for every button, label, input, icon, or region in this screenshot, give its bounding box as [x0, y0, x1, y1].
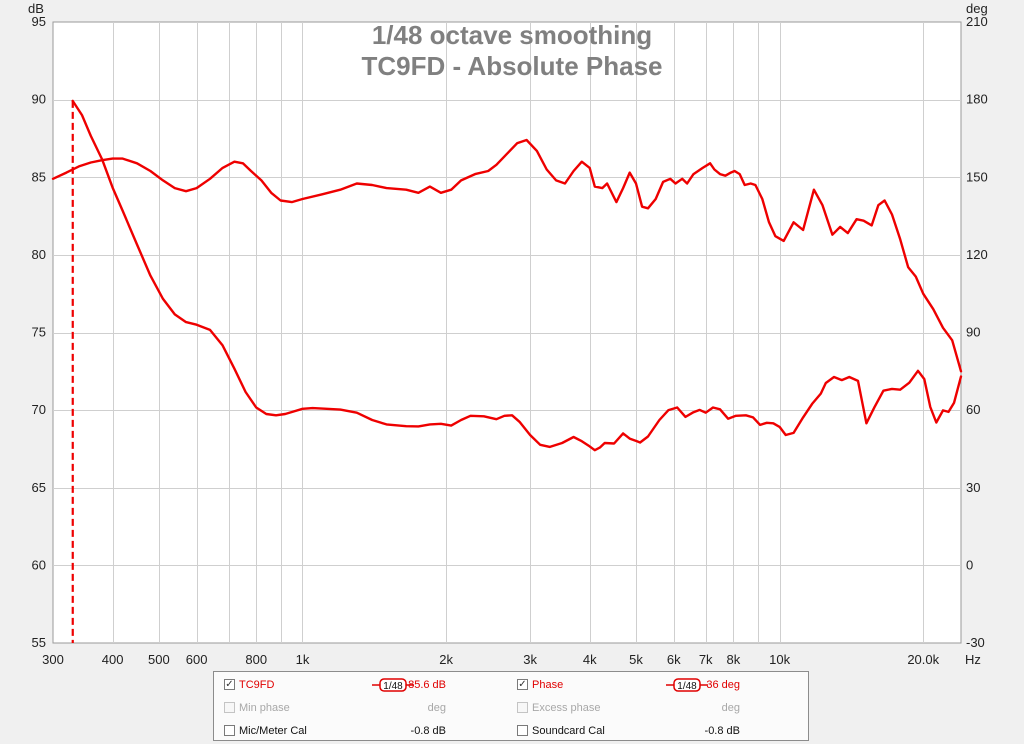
x-tick-label: 20.0k — [907, 652, 939, 667]
x-tick-label: 500 — [148, 652, 170, 667]
legend-value: -0.8 dB — [410, 725, 446, 737]
y-right-tick-label: 120 — [966, 247, 988, 262]
legend-label: Soundcard Cal — [532, 725, 605, 737]
legend-checkbox[interactable]: ✓ — [224, 679, 235, 690]
legend-row: Min phase deg Excess phase deg — [214, 699, 808, 719]
y-right-tick-label: -30 — [966, 635, 985, 650]
legend-value: 85.6 dB — [408, 679, 446, 691]
legend-value: deg — [427, 702, 446, 714]
legend-checkbox[interactable]: ✓ — [517, 679, 528, 690]
legend-label: TC9FD — [239, 679, 275, 691]
x-tick-label: 6k — [667, 652, 681, 667]
grid — [53, 22, 961, 643]
y-right-tick-label: 180 — [966, 92, 988, 107]
legend-checkbox[interactable] — [517, 702, 528, 713]
smoothing-icon[interactable]: 1/48 — [666, 678, 708, 692]
legend-checkbox[interactable] — [517, 725, 528, 736]
y-left-tick-label: 70 — [32, 402, 46, 417]
legend-checkbox[interactable] — [224, 702, 235, 713]
x-axis-ticks: 300 400 500 600 800 1k 2k 3k 4k 5k 6k 7k 8k 10k 20.0k — [42, 652, 939, 667]
x-tick-label: 400 — [102, 652, 124, 667]
plot-area — [52, 21, 962, 644]
frequency-response-chart: 300 400 500 600 800 1k 2k 3k 4k 5k 6k 7k 8k 10k 20.0k … — [28, 1, 988, 667]
y-left-tick-label: 55 — [32, 635, 46, 650]
y-left-tick-label: 65 — [32, 480, 46, 495]
legend-value: deg — [721, 702, 740, 714]
chart-title-line-2: TC9FD - Absolute Phase — [362, 51, 663, 81]
y-left-tick-label: 95 — [32, 14, 46, 29]
smoothing-label: 1/48 — [677, 681, 697, 692]
legend-value: -0.8 dB — [704, 725, 740, 737]
series-group — [51, 99, 963, 643]
x-tick-label: 7k — [699, 652, 713, 667]
chart-title-line-1: 1/48 octave smoothing — [372, 20, 652, 50]
legend-label: Mic/Meter Cal — [239, 725, 307, 737]
legend-panel: ✓ TC9FD 1/48 85.6 dB ✓ Phase 1/48 36 deg Min pha… — [213, 671, 809, 741]
x-tick-label: 10k — [769, 652, 790, 667]
y-left-tick-label: 75 — [32, 325, 46, 340]
legend-row: ✓ TC9FD 1/48 85.6 dB ✓ Phase 1/48 36 deg — [214, 676, 808, 696]
smoothing-label: 1/48 — [383, 681, 403, 692]
x-tick-label: 5k — [629, 652, 643, 667]
y-right-tick-label: 60 — [966, 402, 980, 417]
y-right-tick-label: 150 — [966, 169, 988, 184]
y-left-tick-label: 90 — [32, 92, 46, 107]
x-axis-unit: Hz — [965, 652, 981, 667]
smoothing-icon[interactable]: 1/48 — [372, 678, 414, 692]
y-left-tick-label: 85 — [32, 169, 46, 184]
x-tick-label: 1k — [296, 652, 310, 667]
legend-checkbox[interactable] — [224, 725, 235, 736]
y-right-tick-label: 0 — [966, 557, 973, 572]
series-line-tc9fd — [51, 138, 963, 373]
y-right-tick-label: 30 — [966, 480, 980, 495]
x-tick-label: 600 — [186, 652, 208, 667]
x-tick-label: 8k — [726, 652, 740, 667]
legend-label: Phase — [532, 679, 564, 691]
y-right-axis-ticks: 210 180 150 120 90 60 30 0 -30 — [966, 14, 988, 650]
legend-value: 36 deg — [706, 679, 740, 691]
x-tick-label: 800 — [245, 652, 267, 667]
legend-label: Excess phase — [532, 702, 601, 714]
y-right-tick-label: 210 — [966, 14, 988, 29]
legend-row: Mic/Meter Cal -0.8 dB Soundcard Cal -0.8 dB — [214, 722, 808, 742]
legend-label: Min phase — [239, 702, 290, 714]
x-tick-label: 4k — [583, 652, 597, 667]
x-tick-label: 3k — [523, 652, 537, 667]
y-left-tick-label: 80 — [32, 247, 46, 262]
series-line-phase — [71, 99, 963, 452]
y-left-unit: dB — [28, 1, 44, 16]
x-tick-label: 300 — [42, 652, 64, 667]
y-right-tick-label: 90 — [966, 325, 980, 340]
y-right-unit: deg — [966, 1, 988, 16]
y-left-axis-ticks: 95 90 85 80 75 70 65 60 55 — [32, 14, 46, 650]
y-left-tick-label: 60 — [32, 557, 46, 572]
x-tick-label: 2k — [439, 652, 453, 667]
